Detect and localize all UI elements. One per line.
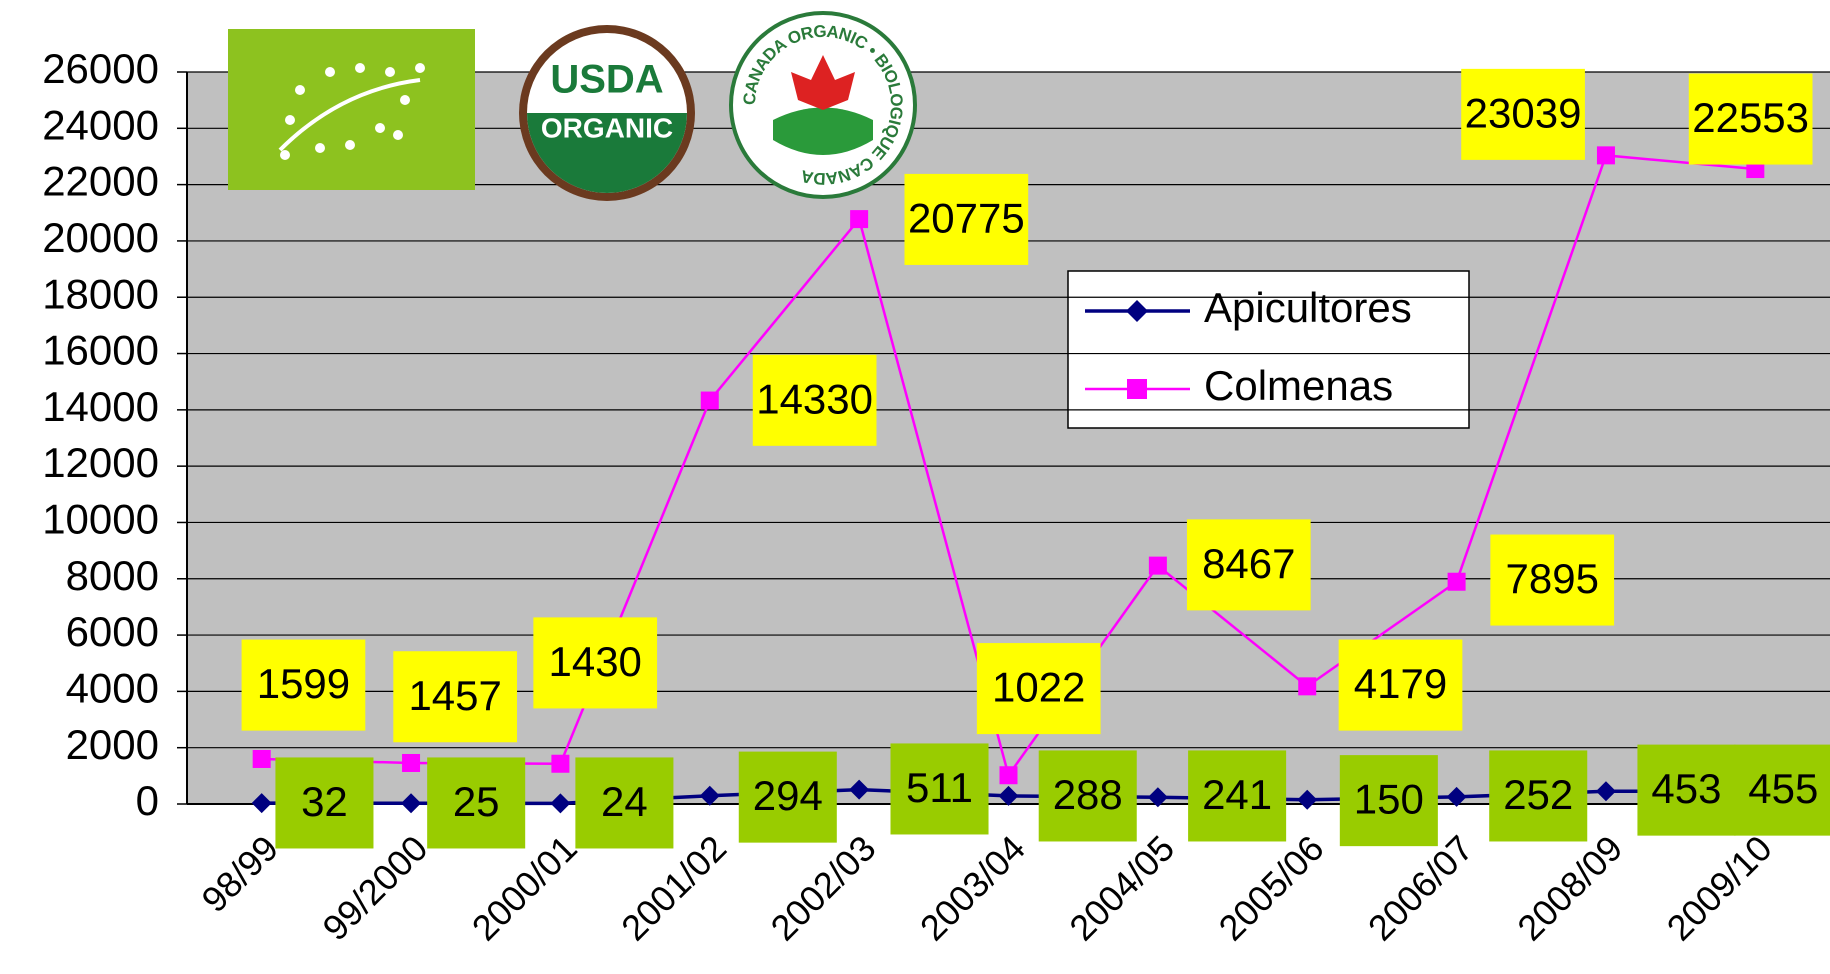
- marker: [999, 766, 1018, 785]
- data-label: 288: [1053, 771, 1123, 818]
- data-label-box: [890, 743, 989, 835]
- y-tick-label: 0: [136, 777, 159, 824]
- data-label: 252: [1503, 771, 1573, 818]
- marker: [402, 753, 421, 772]
- data-label-box: [533, 617, 658, 709]
- marker: [1148, 556, 1167, 575]
- marker: [251, 793, 272, 814]
- data-label: 32: [301, 778, 348, 825]
- y-tick-label: 14000: [42, 383, 159, 430]
- usda-text: USDA: [550, 58, 663, 102]
- data-label: 8467: [1202, 540, 1295, 587]
- marker: [1447, 572, 1466, 591]
- eu-logo: [228, 29, 475, 190]
- data-label: 453: [1651, 765, 1721, 812]
- y-tick-label: 18000: [42, 270, 159, 317]
- marker: [252, 749, 271, 768]
- data-label: 1430: [548, 638, 641, 685]
- y-tick-label: 2000: [66, 721, 159, 768]
- data-label-box: [1186, 519, 1311, 611]
- data-label-box: [575, 757, 674, 849]
- legend-marker: [1127, 379, 1147, 399]
- usda-logo: USDA ORGANIC: [519, 25, 695, 201]
- data-label-box: [393, 651, 518, 743]
- marker: [699, 785, 720, 806]
- data-label-box: [1734, 744, 1830, 836]
- marker: [1446, 786, 1467, 807]
- x-tick-label: 2004/05: [1061, 827, 1182, 948]
- x-tick-label: 98/99: [193, 827, 286, 920]
- marker: [1595, 781, 1616, 802]
- marker: [1596, 146, 1615, 165]
- data-label: 1599: [257, 660, 350, 707]
- marker: [998, 785, 1019, 806]
- y-tick-label: 8000: [66, 552, 159, 599]
- data-label-box: [1490, 534, 1615, 626]
- y-tick-label: 4000: [66, 664, 159, 711]
- data-label-box: [1338, 639, 1463, 731]
- y-tick-label: 26000: [42, 45, 159, 92]
- data-label: 7895: [1506, 555, 1599, 602]
- data-label-box: [752, 354, 877, 446]
- data-label-box: [1188, 750, 1287, 842]
- y-tick-label: 10000: [42, 496, 159, 543]
- marker: [550, 793, 571, 814]
- data-label-box: [1461, 68, 1585, 160]
- data-label: 4179: [1354, 660, 1447, 707]
- marker: [1298, 677, 1317, 696]
- data-label: 20775: [908, 195, 1025, 242]
- data-label: 294: [753, 772, 823, 819]
- y-tick-label: 12000: [42, 439, 159, 486]
- data-label: 1457: [408, 672, 501, 719]
- marker: [1147, 787, 1168, 808]
- data-label: 24: [601, 778, 648, 825]
- data-label-box: [738, 751, 837, 843]
- data-label-box: [1637, 744, 1736, 836]
- data-label-box: [1489, 750, 1588, 842]
- data-label-box: [1339, 755, 1438, 847]
- marker: [700, 391, 719, 410]
- marker: [850, 210, 869, 229]
- y-tick-label: 20000: [42, 214, 159, 261]
- marker: [849, 779, 870, 800]
- data-label: 22553: [1692, 94, 1809, 141]
- x-tick-label: 2002/03: [763, 827, 884, 948]
- data-label-box: [275, 757, 374, 849]
- x-tick-label: 2005/06: [1211, 827, 1332, 948]
- y-tick-label: 24000: [42, 101, 159, 148]
- canada-logo: CANADA ORGANIC • BIOLOGIQUE CANADA: [729, 11, 917, 199]
- legend-marker: [1126, 300, 1148, 322]
- marker: [551, 754, 570, 773]
- data-label: 1022: [992, 664, 1085, 711]
- data-label: 511: [906, 764, 973, 811]
- data-label-box: [1688, 73, 1813, 165]
- marker: [1297, 789, 1318, 810]
- data-label-box: [976, 643, 1101, 735]
- data-label-box: [904, 173, 1029, 265]
- data-label: 150: [1354, 776, 1424, 823]
- x-tick-label: 2003/04: [912, 827, 1033, 948]
- y-tick-label: 22000: [42, 158, 159, 205]
- data-label-box: [1038, 750, 1137, 842]
- legend-label: Apicultores: [1204, 284, 1412, 331]
- data-label: 25: [453, 778, 500, 825]
- y-tick-label: 6000: [66, 608, 159, 655]
- x-tick-label: 2009/10: [1659, 827, 1780, 948]
- data-label: 241: [1202, 771, 1272, 818]
- data-label: 23039: [1465, 89, 1582, 136]
- data-label: 455: [1748, 765, 1818, 812]
- marker: [401, 793, 422, 814]
- data-label-box: [427, 757, 526, 849]
- legend-label: Colmenas: [1204, 362, 1393, 409]
- x-tick-label: 2008/09: [1509, 827, 1630, 948]
- y-tick-label: 16000: [42, 327, 159, 374]
- data-label: 14330: [756, 375, 873, 422]
- organic-text: ORGANIC: [541, 112, 673, 143]
- data-label-box: [241, 639, 366, 731]
